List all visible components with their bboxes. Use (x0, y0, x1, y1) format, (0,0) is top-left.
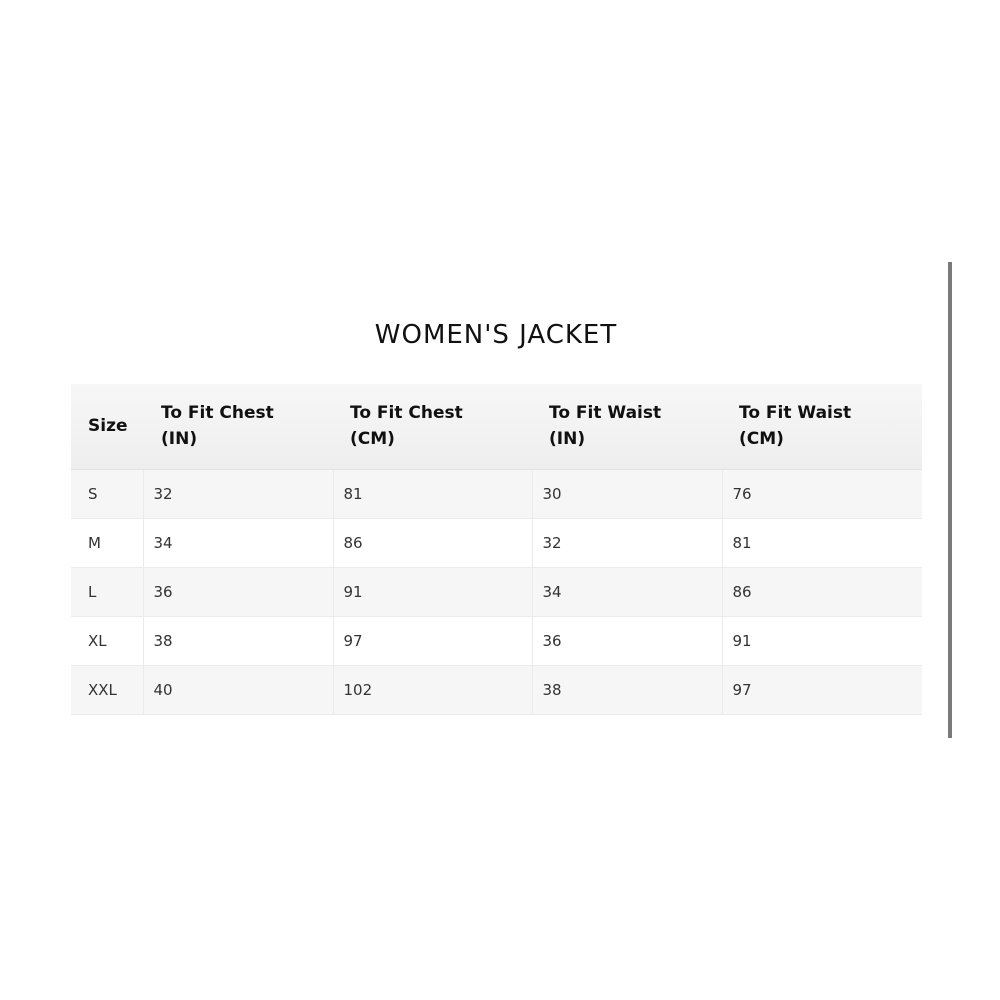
table-cell: 36 (142, 566, 333, 616)
table-cell: XXL (71, 664, 143, 715)
header-label: To Fit Chest (161, 403, 274, 424)
table-cell: 76 (721, 468, 922, 518)
table-cell: 36 (531, 615, 722, 665)
header-unit: (IN) (161, 429, 198, 450)
table-cell: M (71, 517, 143, 567)
header-waist-cm: To Fit Waist (CM) (722, 384, 922, 470)
table-cell: 81 (721, 517, 922, 567)
header-label: Size (88, 416, 128, 437)
table-cell: 86 (332, 517, 532, 567)
table-row: XXL 40 102 38 97 (71, 664, 922, 715)
header-label: To Fit Waist (739, 403, 852, 424)
table-cell: 81 (332, 468, 532, 518)
table-cell: 86 (721, 566, 922, 616)
size-chart-table: Size To Fit Chest (IN) To Fit Chest (CM) T… (71, 384, 922, 715)
header-label: To Fit Waist (549, 403, 662, 424)
header-label: To Fit Chest (350, 403, 463, 424)
table-cell: 32 (142, 468, 333, 518)
table-cell: 38 (531, 664, 722, 715)
scrollbar[interactable] (948, 262, 952, 738)
table-cell: 30 (531, 468, 722, 518)
table-row: M 34 86 32 81 (71, 517, 922, 567)
table-cell: 34 (531, 566, 722, 616)
header-waist-in: To Fit Waist (IN) (532, 384, 722, 470)
table-cell: 34 (142, 517, 333, 567)
table-cell: 97 (332, 615, 532, 665)
header-unit: (CM) (350, 429, 395, 450)
table-row: S 32 81 30 76 (71, 468, 922, 518)
table-cell: 38 (142, 615, 333, 665)
table-cell: 40 (142, 664, 333, 715)
table-cell: L (71, 566, 143, 616)
table-cell: S (71, 468, 143, 518)
table-row: L 36 91 34 86 (71, 566, 922, 616)
table-cell: 91 (332, 566, 532, 616)
header-unit: (IN) (549, 429, 586, 450)
header-chest-cm: To Fit Chest (CM) (333, 384, 532, 470)
header-unit: (CM) (739, 429, 784, 450)
table-cell: 32 (531, 517, 722, 567)
table-cell: 91 (721, 615, 922, 665)
table-cell: XL (71, 615, 143, 665)
table-row: XL 38 97 36 91 (71, 615, 922, 665)
header-chest-in: To Fit Chest (IN) (143, 384, 333, 470)
page-title: WOMEN'S JACKET (374, 320, 618, 350)
table-cell: 97 (721, 664, 922, 715)
header-size: Size (71, 384, 143, 470)
table-header-row: Size To Fit Chest (IN) To Fit Chest (CM) T… (71, 384, 922, 470)
table-cell: 102 (332, 664, 532, 715)
